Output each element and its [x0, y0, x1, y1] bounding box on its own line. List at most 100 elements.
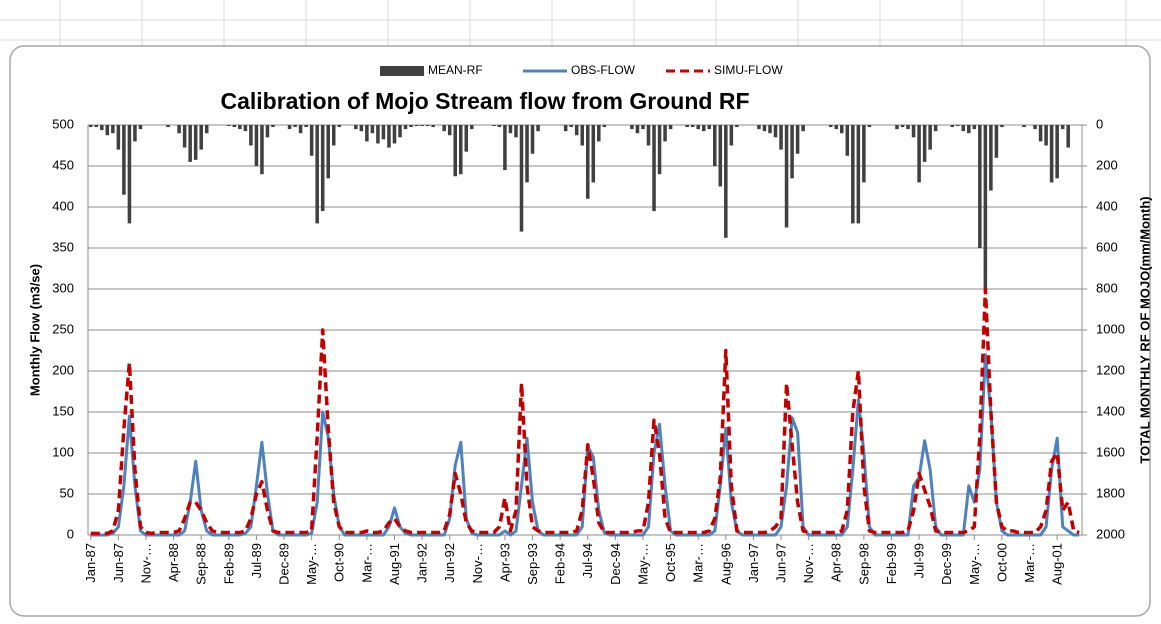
bar	[713, 125, 717, 166]
bar	[122, 125, 126, 195]
bar	[900, 125, 905, 128]
bar	[260, 125, 264, 175]
bar	[100, 125, 104, 131]
bar	[773, 125, 778, 138]
y2-tick-label: 0	[1096, 116, 1103, 131]
bar	[911, 125, 916, 138]
bar	[668, 125, 673, 130]
bar	[641, 125, 645, 130]
bar	[204, 125, 209, 134]
bar	[972, 125, 977, 130]
bar	[497, 125, 502, 128]
legend-label: SIMU-FLOW	[714, 63, 783, 77]
x-tick-label: Dec-94	[608, 543, 623, 585]
bar	[409, 125, 413, 128]
y-tick-label: 100	[52, 444, 74, 459]
y-tick-label: 500	[52, 116, 74, 131]
bar	[1055, 125, 1059, 179]
y2-tick-label: 800	[1096, 280, 1118, 295]
y2-tick-label: 1800	[1096, 485, 1125, 500]
x-tick-label: Mar-…	[1022, 543, 1037, 583]
y-tick-label: 250	[52, 321, 74, 336]
y2-tick-label: 600	[1096, 239, 1118, 254]
bar	[503, 125, 507, 171]
bar	[569, 125, 573, 128]
bar	[851, 125, 855, 224]
y-tick-label: 50	[60, 485, 74, 500]
bar	[597, 125, 601, 142]
bar	[657, 125, 662, 175]
bar	[188, 125, 192, 162]
bar	[724, 125, 728, 238]
x-tick-label: Nov-…	[801, 543, 816, 583]
bar	[978, 125, 982, 248]
x-tick-label: Jan-92	[415, 543, 430, 583]
bar	[138, 125, 143, 130]
y-tick-label: 200	[52, 362, 74, 377]
bar	[387, 125, 391, 148]
bar	[265, 125, 270, 138]
bar	[696, 125, 700, 130]
bar	[337, 125, 342, 128]
y-tick-label: 300	[52, 280, 74, 295]
bar	[376, 125, 380, 144]
bar	[315, 125, 319, 224]
bar	[326, 125, 330, 179]
bar	[652, 125, 656, 212]
bar	[403, 125, 408, 130]
x-tick-label: Apr-88	[166, 543, 181, 582]
y2-tick-label: 1000	[1096, 321, 1125, 336]
bar	[514, 125, 518, 138]
bar	[795, 125, 800, 154]
x-tick-label: Mar-…	[359, 543, 374, 583]
line-series	[90, 287, 1080, 536]
bar	[801, 125, 805, 132]
bar	[602, 125, 607, 128]
y-axis-label: Monthly Flow (m3/se)	[27, 264, 42, 396]
bar	[354, 125, 358, 130]
bar	[994, 125, 999, 158]
bar	[906, 125, 910, 130]
y-tick-label: 450	[52, 157, 74, 172]
bar	[287, 125, 292, 130]
bar	[928, 125, 932, 150]
bar	[249, 125, 253, 146]
bar	[585, 125, 590, 199]
bar	[690, 125, 695, 128]
bar	[1066, 125, 1070, 148]
y-tick-label: 350	[52, 239, 74, 254]
bar	[370, 125, 375, 134]
bar	[127, 125, 132, 224]
x-tick-label: Sep-88	[194, 543, 209, 585]
bar	[293, 125, 297, 128]
x-tick-label: Feb-89	[221, 543, 236, 584]
bar	[834, 125, 839, 130]
y2-tick-label: 200	[1096, 157, 1118, 172]
x-tick-label: Aug-91	[387, 543, 402, 585]
legend-label: MEAN-RF	[428, 63, 483, 77]
bar	[828, 125, 833, 128]
bar	[1038, 125, 1043, 142]
bar	[359, 125, 364, 132]
bar	[271, 125, 275, 128]
y2-axis-label: TOTAL MONTHLY RF OF MOJO(mm/Month)	[1137, 196, 1152, 463]
x-tick-label: Jul-89	[249, 543, 264, 578]
bar	[779, 125, 783, 150]
x-tick-label: Aug-96	[718, 543, 733, 585]
y-tick-label: 0	[67, 526, 74, 541]
bar	[304, 125, 308, 128]
bar	[862, 125, 866, 183]
bar	[1049, 125, 1054, 183]
spreadsheet-grid	[0, 0, 1161, 45]
bar	[630, 125, 634, 130]
bar	[790, 125, 794, 179]
y2-tick-label: 1400	[1096, 403, 1125, 418]
bar	[232, 125, 237, 128]
x-tick-label: May-…	[304, 543, 319, 585]
bar	[392, 125, 397, 144]
bar	[922, 125, 927, 162]
bar	[133, 125, 137, 142]
bar	[784, 125, 789, 228]
x-tick-label: Jul-94	[580, 543, 595, 578]
bar	[840, 125, 844, 134]
